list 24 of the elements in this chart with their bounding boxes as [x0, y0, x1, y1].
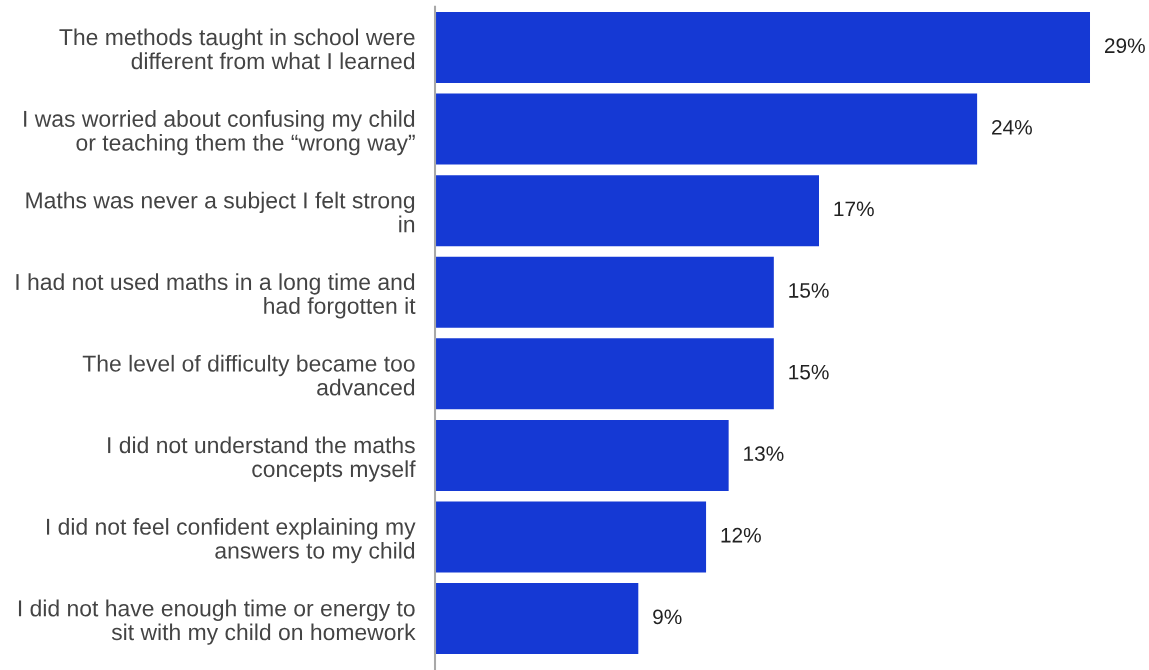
data-label: 29% [1104, 38, 1145, 54]
data-label: 15% [789, 283, 829, 298]
bar [435, 256, 774, 328]
y-tick-label: The methods taught in school were different from what I learned [59, 28, 415, 70]
y-tick-label: I did not understand the maths concepts myself [108, 436, 416, 482]
y-tick-label: Maths was never a subject I felt strong in [26, 191, 415, 233]
bar [435, 93, 978, 165]
bar [435, 419, 729, 491]
data-label: 13% [744, 446, 784, 462]
data-label: 12% [721, 527, 761, 543]
y-tick-label: I did not have enough time or energy to sit with my child on homework [18, 599, 416, 645]
data-label: 17% [834, 201, 874, 217]
y-tick-label: I did not feel confident explaining my answers to my child [46, 518, 416, 564]
data-label: 24% [992, 119, 1032, 135]
bar [435, 175, 819, 247]
y-tick-label: I was worried about confusing my child or teaching them the “wrong way” [24, 110, 415, 156]
y-tick-label: I had not used maths in a long time and had forgotten it [16, 273, 416, 319]
bar [435, 583, 639, 655]
data-label: 9% [653, 609, 682, 625]
bar [435, 338, 774, 410]
bar [435, 12, 1091, 83]
y-tick-label: The level of difficulty became too advanced [82, 354, 415, 396]
data-label: 15% [789, 364, 829, 380]
bar [435, 501, 707, 573]
